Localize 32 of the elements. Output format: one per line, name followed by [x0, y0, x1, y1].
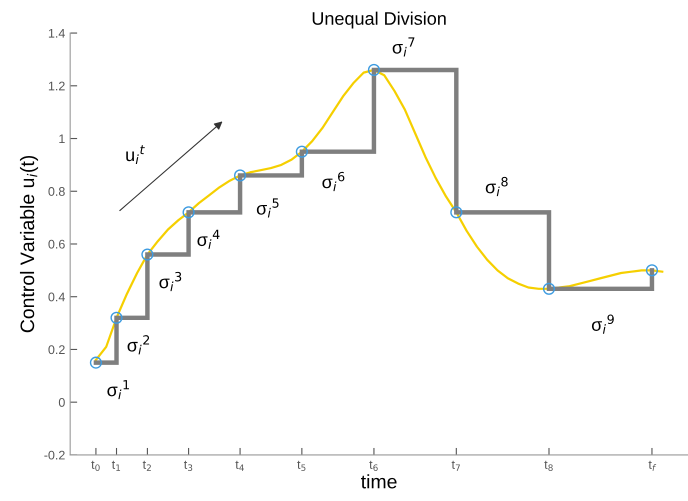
annotation: σ$_{i}$$^{2}$ [128, 335, 150, 354]
annotation: σ$_{i}$$^{6}$ [322, 172, 344, 192]
x-axis-title: time [361, 474, 397, 488]
y-tick-label: 0.6 [48, 240, 65, 249]
x-tick-label: t$_{3}$ [184, 460, 192, 471]
x-tick-label: t$_{4}$ [235, 460, 244, 471]
x-tick-label: t$_{8}$ [544, 460, 553, 471]
annotation: σ$_{i}$$^{8}$ [486, 176, 508, 196]
y-tick-label: 1 [59, 134, 65, 144]
annotation: σ$_{i}$$^{5}$ [256, 198, 279, 218]
chart-title: Unequal Division [312, 12, 446, 28]
x-tick-label: t$_{7}$ [452, 460, 460, 471]
y-tick-label: 1.4 [48, 28, 65, 38]
x-tick-label: t$_{2}$ [142, 460, 151, 471]
y-tick-label: 0.8 [48, 187, 65, 196]
x-tick-label: t$_{5}$ [297, 460, 306, 471]
y-tick-label: 0 [58, 398, 65, 407]
x-tick-label: t$_{1}$ [112, 460, 120, 471]
annotation: σ$_{i}$$^{9}$ [592, 314, 614, 334]
annotation: σ$_{i}$$^{3}$ [159, 272, 182, 292]
annotation: σ$_{i}$$^{4}$ [197, 230, 220, 249]
x-tick-label: t$_{6}$ [369, 460, 378, 471]
y-tick-label: -0.2 [44, 450, 65, 460]
annotation: σ$_{i}$$^{7}$ [392, 37, 414, 57]
y-axis-title: Control Variable u$_{i}$(t) [20, 156, 38, 332]
y-tick-label: 0.4 [48, 292, 65, 302]
x-tick-label: t$_{f}$ [648, 460, 656, 471]
y-tick-label: 0.2 [48, 345, 65, 354]
annotation: σ$_{i}$$^{1}$ [107, 380, 129, 400]
x-tick-label: t$_{0}$ [91, 460, 100, 471]
annotation: u$_{i}$$^{t}$ [126, 145, 145, 164]
y-tick-label: 1.2 [48, 82, 65, 90]
